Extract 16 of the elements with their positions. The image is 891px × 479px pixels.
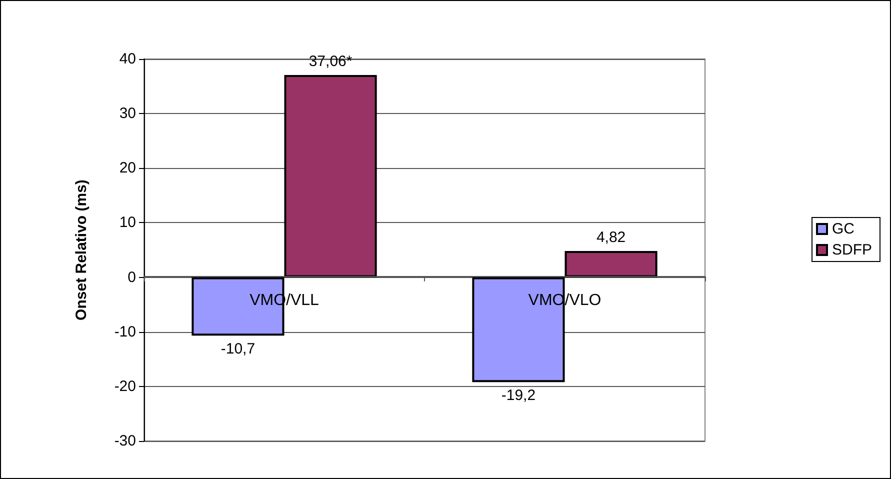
data-label: -19,2 [501,387,536,404]
y-axis-title: Onset Relativo (ms) [73,180,90,320]
bar [284,75,377,278]
data-label: 4,82 [596,228,626,246]
legend-label: GC [832,220,855,238]
y-tick-label: -20 [114,378,136,395]
y-tick-label: 40 [119,50,136,68]
y-tick-label: 30 [119,105,136,122]
bar [564,250,658,278]
y-tick-label: 20 [119,160,136,177]
y-tick-label: -10 [114,323,136,340]
y-tick-label: 0 [128,268,136,286]
y-tick-label: -30 [114,432,136,450]
data-label: -10,7 [220,340,256,358]
legend-label: SDFP [832,242,872,258]
y-tick-label: 10 [119,214,136,232]
